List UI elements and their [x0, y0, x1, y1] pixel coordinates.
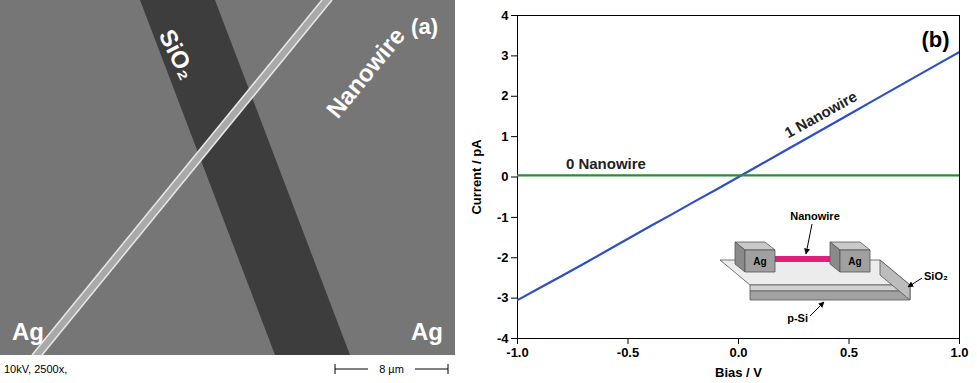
svg-text:-1: -1 — [497, 210, 509, 225]
svg-text:0 Nanowire: 0 Nanowire — [566, 155, 646, 172]
svg-text:SiO₂: SiO₂ — [924, 270, 948, 282]
svg-text:1 Nanowire: 1 Nanowire — [781, 87, 859, 141]
svg-text:Nanowire: Nanowire — [790, 210, 840, 222]
svg-text:Ag: Ag — [848, 256, 861, 267]
svg-text:Current / pA: Current / pA — [469, 139, 484, 215]
svg-text:-1.0: -1.0 — [506, 345, 528, 360]
svg-text:Bias / V: Bias / V — [715, 365, 762, 380]
svg-text:Nanowire: Nanowire — [321, 22, 410, 123]
svg-text:Ag: Ag — [411, 318, 443, 345]
svg-text:-2: -2 — [497, 250, 509, 265]
svg-text:(a): (a) — [411, 14, 438, 39]
svg-text:4: 4 — [501, 8, 509, 23]
svg-text:10kV, 2500x,: 10kV, 2500x, — [4, 363, 67, 375]
svg-text:(b): (b) — [921, 27, 949, 52]
svg-text:-4: -4 — [497, 331, 509, 346]
svg-text:-3: -3 — [497, 290, 509, 305]
svg-text:0: 0 — [501, 169, 508, 184]
svg-text:Ag: Ag — [12, 318, 44, 345]
svg-text:3: 3 — [501, 48, 508, 63]
svg-text:1: 1 — [501, 129, 508, 144]
svg-text:8 µm: 8 µm — [379, 363, 404, 375]
svg-text:1.0: 1.0 — [950, 345, 968, 360]
svg-text:2: 2 — [501, 88, 508, 103]
svg-text:0.0: 0.0 — [729, 345, 747, 360]
svg-text:SiO₂: SiO₂ — [154, 25, 202, 84]
svg-text:Ag: Ag — [753, 256, 766, 267]
svg-text:p-Si: p-Si — [787, 312, 808, 324]
svg-text:0.5: 0.5 — [840, 345, 858, 360]
svg-text:-0.5: -0.5 — [617, 345, 639, 360]
